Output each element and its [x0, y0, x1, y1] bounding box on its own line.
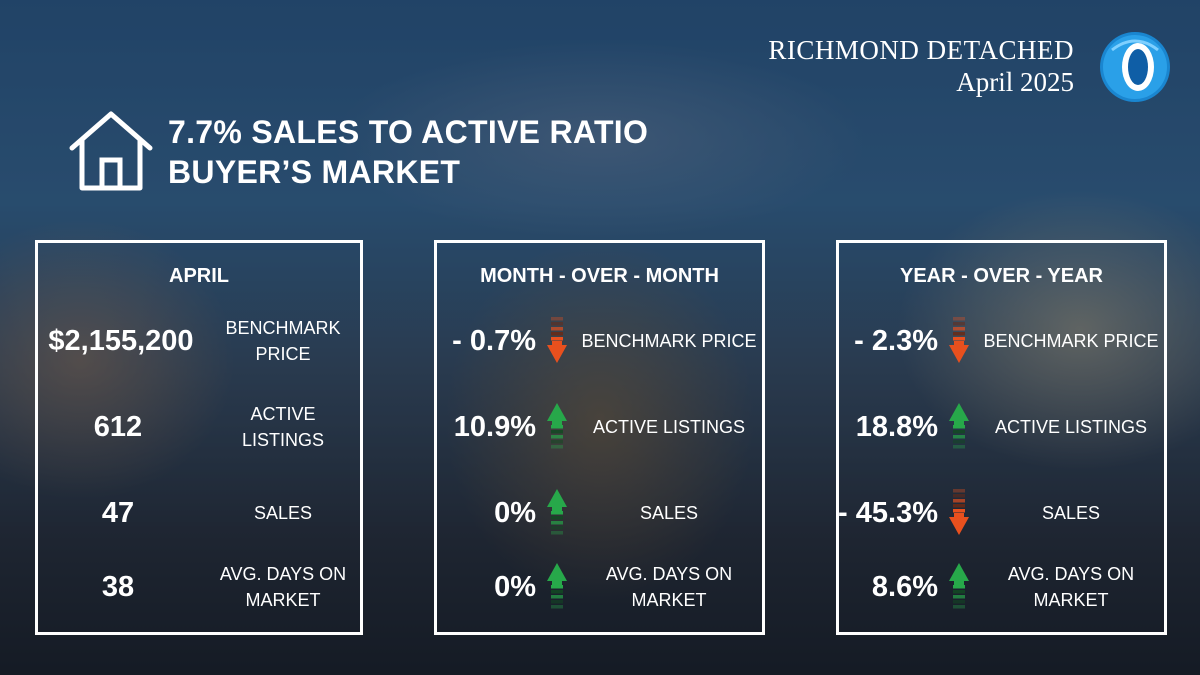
stat-value: 0%	[494, 570, 536, 603]
stat-label: ACTIVE LISTINGS	[994, 417, 1148, 437]
stat-row-sales: 0% SALES	[437, 483, 762, 543]
stat-label: AVG. DAYS ON MARKET	[605, 564, 733, 610]
arrow-down-icon	[949, 489, 969, 535]
arrow-up-icon	[547, 563, 567, 609]
stat-value: 10.9%	[453, 410, 536, 443]
stat-row-days-on-market: 38 AVG. DAYS ON MARKET	[38, 557, 360, 617]
arrow-up-icon	[547, 403, 567, 449]
stat-value: 38	[101, 570, 135, 603]
stat-value: 612	[93, 410, 143, 443]
arrow-down-icon	[949, 317, 969, 363]
arrow-up-icon	[547, 489, 567, 535]
stat-label: SALES	[639, 503, 699, 523]
stat-label: BENCHMARK PRICE	[983, 331, 1159, 351]
stat-label: ACTIVE LISTINGS	[241, 404, 325, 450]
panel-month-over-month: MONTH - OVER - MONTH - 0.7% BENCHMARK PR…	[434, 240, 765, 635]
headline: 7.7% SALES TO ACTIVE RATIO BUYER’S MARKE…	[168, 112, 648, 192]
stat-label: AVG. DAYS ON MARKET	[1007, 564, 1135, 610]
stat-row-active-listings: 612 ACTIVE LISTINGS	[38, 397, 360, 457]
stat-row-days-on-market: 0% AVG. DAYS ON MARKET	[437, 557, 762, 617]
panel-title: YEAR - OVER - YEAR	[900, 265, 1103, 287]
stat-row-benchmark: - 2.3% BENCHMARK PRICE	[839, 311, 1164, 371]
stat-value: 8.6%	[871, 570, 938, 603]
panel-title: APRIL	[169, 265, 229, 287]
stat-value: 18.8%	[855, 410, 938, 443]
stat-row-benchmark: $2,155,200 BENCHMARK PRICE	[38, 311, 360, 371]
headline-market: BUYER’S MARKET	[168, 154, 461, 190]
stat-value: - 45.3%	[838, 496, 938, 529]
stat-row-sales: - 45.3% SALES	[838, 483, 1164, 543]
brand-logo-icon	[1100, 32, 1170, 102]
headline-ratio: 7.7% SALES TO ACTIVE RATIO	[168, 114, 649, 150]
stat-label: BENCHMARK PRICE	[225, 318, 341, 364]
stat-row-benchmark: - 0.7% BENCHMARK PRICE	[437, 311, 762, 371]
stat-label: SALES	[1041, 503, 1101, 523]
arrow-up-icon	[949, 403, 969, 449]
panel-april: APRIL $2,155,200 BENCHMARK PRICE 612 ACT…	[35, 240, 363, 635]
panel-title: MONTH - OVER - MONTH	[480, 265, 719, 287]
arrow-down-icon	[547, 317, 567, 363]
stat-label: BENCHMARK PRICE	[581, 331, 757, 351]
brand-date: April 2025	[956, 67, 1074, 97]
panel-year-over-year: YEAR - OVER - YEAR - 2.3% BENCHMARK PRIC…	[836, 240, 1167, 635]
stat-row-active-listings: 10.9% ACTIVE LISTINGS	[437, 397, 762, 457]
arrow-up-icon	[949, 563, 969, 609]
house-icon	[69, 111, 153, 191]
stat-value: 0%	[494, 496, 536, 529]
stat-value: - 2.3%	[854, 324, 938, 357]
stat-value: - 0.7%	[452, 324, 536, 357]
brand-title: RICHMOND DETACHED	[768, 35, 1074, 65]
brand-block: RICHMOND DETACHED April 2025	[768, 34, 1074, 98]
stat-label: ACTIVE LISTINGS	[592, 417, 746, 437]
stat-row-active-listings: 18.8% ACTIVE LISTINGS	[839, 397, 1164, 457]
stat-label: SALES	[253, 503, 313, 523]
stat-value: $2,155,200	[48, 324, 194, 357]
stat-value: 47	[101, 496, 135, 529]
stat-label: AVG. DAYS ON MARKET	[219, 564, 347, 610]
stat-row-sales: 47 SALES	[38, 483, 360, 543]
stat-row-days-on-market: 8.6% AVG. DAYS ON MARKET	[839, 557, 1164, 617]
